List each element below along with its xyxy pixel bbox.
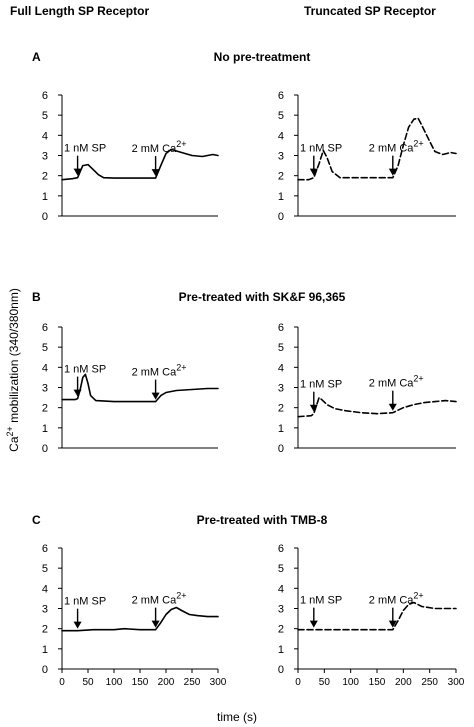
plot-c-4-x-tick-label: 250 <box>184 677 201 688</box>
plot-b-2-y-tick-label: 3 <box>42 383 48 395</box>
plot-a-0-y-tick-label: 3 <box>42 151 48 163</box>
plot-c-4-y-tick-label: 6 <box>42 543 48 555</box>
plot-b-2-y-tick-label: 5 <box>42 342 48 354</box>
plot-a-1-sp-annotation: 1 nM SP <box>300 143 342 155</box>
panel-letter-a: A <box>32 50 41 64</box>
plot-c-4-y-tick-label: 2 <box>42 624 48 636</box>
plot-b-2-y-tick-label: 2 <box>42 403 48 415</box>
plot-b-3-arrow-head <box>388 403 397 411</box>
x-axis-label: time (s) <box>217 710 257 724</box>
plot-a-1-y-tick-label: 3 <box>278 151 284 163</box>
plot-a-1-y-tick-label: 2 <box>278 171 284 183</box>
plot-a-1-y-tick-label: 4 <box>278 130 284 142</box>
plot-b-2-y-tick-label: 6 <box>42 322 48 334</box>
plot-c-4-x-tick-label: 50 <box>82 677 94 688</box>
plot-c-4-x-tick-label: 0 <box>59 677 65 688</box>
plot-c-4-x-tick-label: 200 <box>158 677 175 688</box>
plot-b-3-y-tick-label: 1 <box>278 423 284 435</box>
panel-title-c: Pre-treated with TMB-8 <box>196 513 328 527</box>
plot-c-4-series-line <box>61 606 219 632</box>
plot-b-3-y-tick-label: 2 <box>278 403 284 415</box>
plot-c-5-y-tick-label: 0 <box>278 664 284 676</box>
plot-c-4-sp-annotation: 1 nM SP <box>64 596 106 608</box>
plot-b-2-y-tick-label: 0 <box>42 443 48 455</box>
plot-a-1-arrow-head <box>309 168 318 176</box>
plot-b-2-arrow-head <box>151 392 160 400</box>
plot-b-3-sp-annotation: 1 nM SP <box>300 379 342 391</box>
plot-b-2-y-tick-label: 1 <box>42 423 48 435</box>
plot-c-5-x-tick-label: 50 <box>319 677 331 688</box>
plot-c-5-arrow-head <box>309 620 318 628</box>
plot-c-4-arrow-head <box>151 620 160 628</box>
plot-b-2-ca-annotation: 2 mM Ca2+ <box>132 363 187 379</box>
plot-c-5-x-tick-label: 150 <box>369 677 386 688</box>
plot-a-0-arrow-head <box>73 168 82 176</box>
plot-c-4-ca-annotation: 2 mM Ca2+ <box>132 591 187 607</box>
header-truncated: Truncated SP Receptor <box>304 4 436 18</box>
plot-c-4-x-tick-label: 150 <box>132 677 149 688</box>
plot-b-2-arrow-head <box>73 389 82 397</box>
plot-a-0-ca-annotation: 2 mM Ca2+ <box>132 139 187 155</box>
panel-title-b: Pre-treated with SK&F 96,365 <box>178 290 346 304</box>
plot-c-5-series-line <box>297 601 457 631</box>
plot-c-5-y-tick-label: 6 <box>278 543 284 555</box>
plot-c-5-y-tick-label: 2 <box>278 624 284 636</box>
plot-c-5-x-tick-label: 300 <box>448 677 465 688</box>
plot-a-1-arrow-head <box>388 168 397 176</box>
plot-a-0-sp-annotation: 1 nM SP <box>64 143 106 155</box>
plot-a-1-series-line <box>297 117 457 181</box>
plot-a-1-y-tick-label: 0 <box>278 211 284 223</box>
plot-c-5-x-tick-label: 100 <box>342 677 359 688</box>
plot-a-0-y-tick-label: 2 <box>42 171 48 183</box>
header-full-length: Full Length SP Receptor <box>10 4 150 18</box>
plot-a-0-y-tick-label: 6 <box>42 90 48 102</box>
plot-b-3-ca-annotation: 2 mM Ca2+ <box>369 374 424 390</box>
plot-c-5-x-tick-label: 200 <box>395 677 412 688</box>
plot-c-5-ca-annotation: 2 mM Ca2+ <box>369 591 424 607</box>
plot-c-5-y-tick-label: 5 <box>278 563 284 575</box>
panel-letter-b: B <box>32 290 41 304</box>
plot-c-5-x-tick-label: 0 <box>295 677 301 688</box>
panel-title-a: No pre-treatment <box>213 50 311 64</box>
plot-a-0-arrow-head <box>151 169 160 177</box>
plot-c-4-y-tick-label: 1 <box>42 644 48 656</box>
plot-b-3-y-tick-label: 5 <box>278 342 284 354</box>
plot-b-2-y-tick-label: 4 <box>42 362 48 374</box>
plot-b-3-y-tick-label: 6 <box>278 322 284 334</box>
plot-c-4-x-tick-label: 300 <box>210 677 227 688</box>
plot-a-1-y-tick-label: 1 <box>278 191 284 203</box>
plot-b-3-arrow-head <box>309 404 318 412</box>
plot-a-0-y-tick-label: 5 <box>42 110 48 122</box>
plot-c-4-y-tick-label: 5 <box>42 563 48 575</box>
plot-c-5-sp-annotation: 1 nM SP <box>300 595 342 607</box>
plot-c-4-y-tick-label: 4 <box>42 583 48 595</box>
plot-c-4-y-tick-label: 3 <box>42 604 48 616</box>
plot-c-4-y-tick-label: 0 <box>42 664 48 676</box>
plot-a-0-series-line <box>61 148 219 181</box>
plot-c-5-y-tick-label: 4 <box>278 583 284 595</box>
panel-letter-c: C <box>32 513 41 527</box>
plot-c-5-y-tick-label: 3 <box>278 604 284 616</box>
plot-c-4-arrow-head <box>73 621 82 629</box>
plot-b-3-series-line <box>297 396 457 418</box>
plot-c-4-x-tick-label: 100 <box>106 677 123 688</box>
plot-c-5-y-tick-label: 1 <box>278 644 284 656</box>
plot-a-0-y-tick-label: 4 <box>42 130 48 142</box>
plot-a-0-y-tick-label: 1 <box>42 191 48 203</box>
plot-a-0-y-tick-label: 0 <box>42 211 48 223</box>
plot-b-2-sp-annotation: 1 nM SP <box>64 364 106 376</box>
plot-a-1-y-tick-label: 5 <box>278 110 284 122</box>
plot-b-3-y-tick-label: 4 <box>278 362 284 374</box>
plot-b-3-y-tick-label: 0 <box>278 443 284 455</box>
plot-a-1-y-tick-label: 6 <box>278 90 284 102</box>
plot-a-1-ca-annotation: 2 mM Ca2+ <box>369 139 424 155</box>
plot-c-5-arrow-head <box>388 620 397 628</box>
plot-c-5-x-tick-label: 250 <box>421 677 438 688</box>
plot-b-3-y-tick-label: 3 <box>278 383 284 395</box>
